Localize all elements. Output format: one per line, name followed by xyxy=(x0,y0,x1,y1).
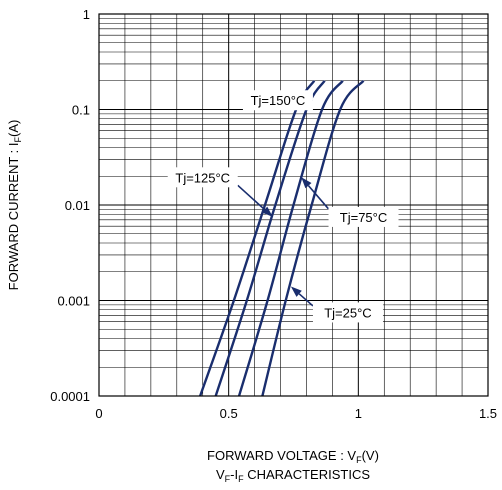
annotations-group: Tj=150°C Tj=125°C Tj=75°C Tj=25°C xyxy=(167,90,399,323)
annotation-arrow-head-2 xyxy=(301,177,312,189)
caption-pre: V xyxy=(216,467,225,482)
caption-mid: -I xyxy=(230,467,238,482)
y-tick-label-4: 0.0001 xyxy=(50,389,90,404)
y-axis-title-main: FORWARD CURRENT : I xyxy=(6,143,21,291)
y-axis-title: FORWARD CURRENT : IF(A) xyxy=(6,120,23,291)
x-axis-title: FORWARD VOLTAGE : VF(V) xyxy=(207,448,379,465)
x-tick-label-1: 0.5 xyxy=(220,406,238,421)
annotation-label-3: Tj=25°C xyxy=(324,305,371,320)
annotation-label-bg-0 xyxy=(242,90,313,111)
x-tick-label-2: 1 xyxy=(355,406,362,421)
annotation-label-2: Tj=75°C xyxy=(340,210,387,225)
y-axis-title-sub: F xyxy=(13,137,23,143)
annotation-label-1: Tj=125°C xyxy=(175,170,230,185)
annotation-arrow-head-1 xyxy=(261,206,273,217)
annotation-label-bg-1 xyxy=(167,167,238,188)
annotation-label-bg-2 xyxy=(328,206,399,227)
x-axis-title-sub: F xyxy=(356,455,362,465)
y-tick-label-3: 0.001 xyxy=(57,294,90,309)
series-line-3 xyxy=(261,79,365,396)
caption-sub2: F xyxy=(238,474,244,484)
x-axis-title-main: FORWARD VOLTAGE : V xyxy=(207,448,356,463)
caption-sub1: F xyxy=(225,474,231,484)
plot-frame xyxy=(98,13,489,397)
caption-post: CHARACTERISTICS xyxy=(244,467,371,482)
annotation-label-bg-3 xyxy=(312,302,383,323)
x-tick-label-0: 0 xyxy=(95,406,102,421)
y-tick-label-2: 0.01 xyxy=(65,198,90,213)
annotation-label-0: Tj=150°C xyxy=(251,93,306,108)
chart-caption: VF-IF CHARACTERISTICS xyxy=(216,467,370,484)
grid xyxy=(99,14,488,396)
x-tick-labels: 0 0.5 1 1.5 xyxy=(95,406,497,421)
y-tick-label-0: 1 xyxy=(83,7,90,22)
annotation-arrow-line-3 xyxy=(298,293,314,307)
annotation-arrow-line-2 xyxy=(307,185,330,210)
y-axis-title-unit: (A) xyxy=(6,120,21,137)
annotation-arrow-head-3 xyxy=(290,286,302,297)
y-tick-labels: 1 0.1 0.01 0.001 0.0001 xyxy=(50,7,90,404)
series-line-2 xyxy=(237,79,344,396)
y-tick-label-1: 0.1 xyxy=(72,103,90,118)
x-tick-label-3: 1.5 xyxy=(479,406,497,421)
annotation-arrow-line-1 xyxy=(237,184,266,211)
x-axis-title-unit: (V) xyxy=(362,448,379,463)
